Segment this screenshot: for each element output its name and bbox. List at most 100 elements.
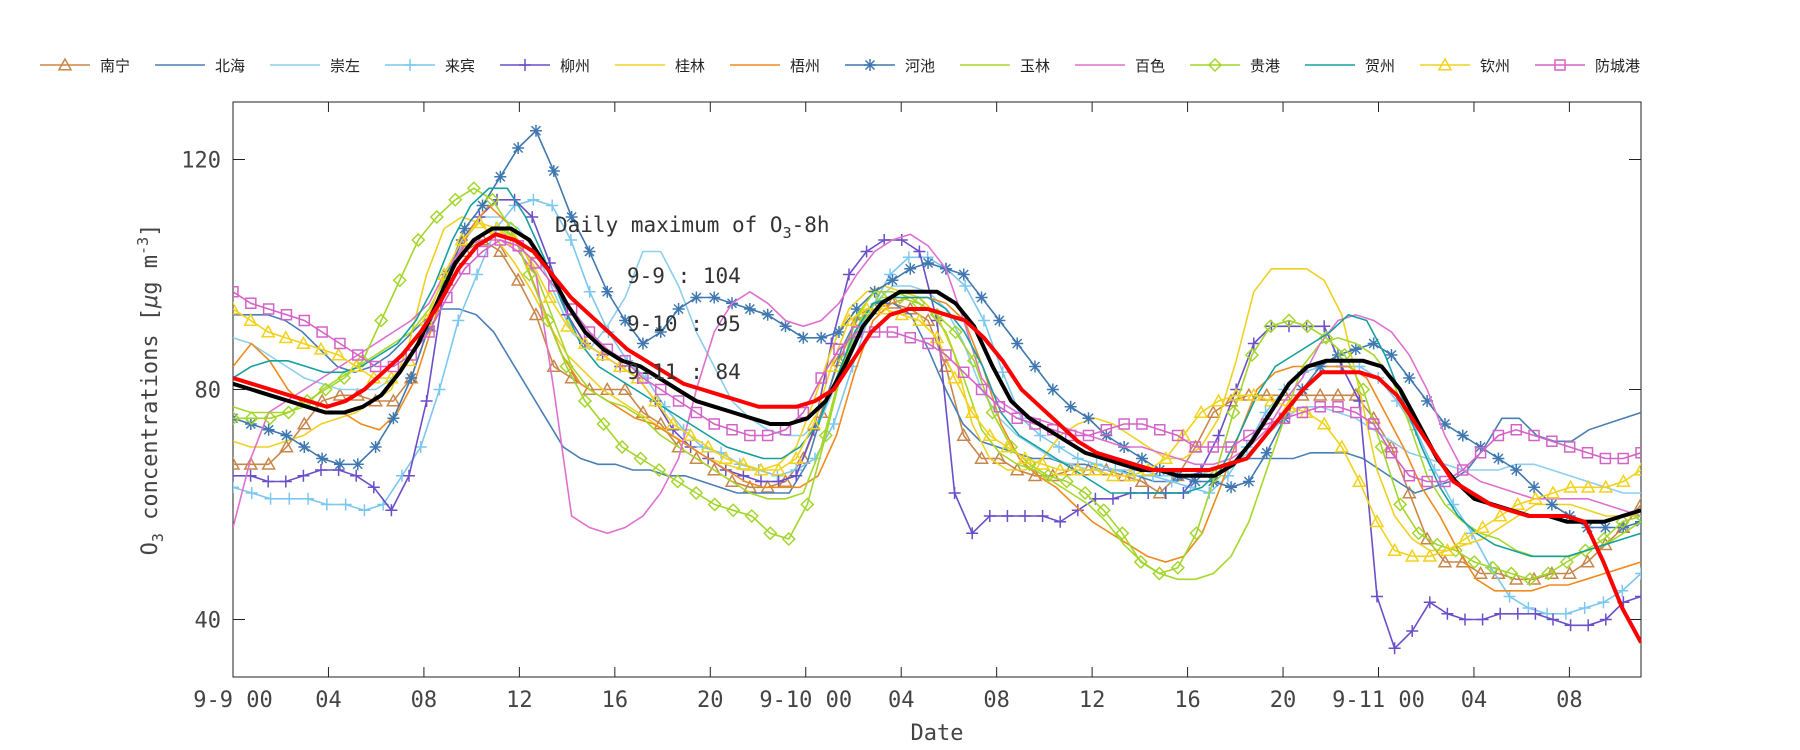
x-tick-label: 20 bbox=[697, 688, 724, 713]
series-13-marker bbox=[1457, 531, 1473, 545]
series-8-marker bbox=[886, 274, 899, 287]
series-13-marker bbox=[1228, 387, 1244, 401]
series-4-marker bbox=[677, 423, 690, 436]
series-13-marker bbox=[331, 347, 346, 361]
series-11-marker bbox=[707, 497, 722, 512]
series-14-marker bbox=[1563, 441, 1576, 453]
series-11-marker bbox=[985, 405, 1000, 420]
series-11-marker bbox=[1393, 497, 1408, 512]
series-5-marker bbox=[367, 481, 380, 494]
series-5-marker bbox=[315, 464, 327, 476]
series-14-marker bbox=[761, 429, 774, 442]
series-11-marker bbox=[614, 439, 630, 455]
series-5-marker bbox=[772, 475, 785, 488]
series-14-marker bbox=[405, 349, 417, 361]
legend-label: 钦州 bbox=[1480, 57, 1510, 75]
series-14-marker bbox=[1171, 429, 1184, 442]
series-8-marker bbox=[1367, 337, 1380, 350]
series-8-marker bbox=[565, 211, 578, 223]
series-11-marker bbox=[392, 273, 407, 288]
series-1-marker bbox=[510, 272, 526, 286]
series-13-marker bbox=[806, 416, 822, 430]
series-4-marker bbox=[977, 314, 990, 327]
series-8-marker bbox=[494, 170, 507, 183]
legend-marker bbox=[57, 57, 73, 71]
series-14-marker bbox=[1528, 429, 1540, 442]
series-13-marker bbox=[1440, 542, 1455, 557]
series-1-marker bbox=[564, 370, 579, 384]
series-1-marker bbox=[1402, 485, 1417, 499]
series-8-marker bbox=[1599, 521, 1612, 534]
series-11-marker bbox=[577, 393, 593, 409]
legend-item: 防城港 bbox=[1535, 57, 1640, 75]
series-11-marker bbox=[1633, 508, 1641, 524]
series-13-marker bbox=[876, 301, 892, 315]
legend-label: 梧州 bbox=[790, 57, 820, 75]
series-14-marker bbox=[1367, 418, 1380, 430]
series-11-marker bbox=[1467, 554, 1482, 570]
series-8-marker bbox=[316, 452, 329, 465]
series-11-marker bbox=[1541, 566, 1556, 581]
series-8-marker bbox=[1082, 412, 1095, 425]
series-14-marker bbox=[334, 337, 346, 350]
y-axis-title: O3 concentrations [μg m-3] bbox=[134, 224, 167, 556]
series-8-marker bbox=[1225, 481, 1238, 494]
series-8-marker bbox=[1403, 372, 1416, 384]
x-tick-label: 04 bbox=[1461, 688, 1488, 713]
series-5-marker bbox=[1547, 613, 1559, 626]
series-13-marker bbox=[313, 341, 329, 355]
series-11-marker bbox=[1059, 474, 1074, 489]
legend: 南宁 北海 崇左 来宾 柳州 桂林 梧州 河池 玉林 百色 贵港 贺州 钦州 防城港 bbox=[40, 57, 1640, 75]
series-14-marker bbox=[1385, 447, 1398, 459]
series-14-marker bbox=[726, 424, 738, 436]
series-8-marker bbox=[601, 285, 614, 298]
series-14-marker bbox=[1314, 401, 1326, 413]
series-1-marker bbox=[831, 353, 847, 367]
series-13-marker bbox=[243, 312, 258, 327]
series-13-marker bbox=[771, 462, 786, 476]
series-11-marker bbox=[559, 359, 574, 374]
series-8-marker bbox=[743, 303, 756, 315]
series-16 bbox=[233, 232, 1641, 644]
series-14-marker bbox=[993, 401, 1006, 413]
series-5-marker bbox=[279, 475, 292, 488]
series-8-marker bbox=[351, 458, 364, 471]
series-8-marker bbox=[1528, 481, 1541, 494]
series-13-marker bbox=[859, 301, 874, 315]
series-14-marker bbox=[298, 314, 311, 327]
series-11-marker bbox=[374, 313, 389, 328]
series-14 bbox=[233, 234, 1641, 488]
series-11-marker bbox=[485, 192, 500, 207]
y-tick-label: 80 bbox=[195, 379, 222, 404]
series-11-marker bbox=[1244, 347, 1260, 363]
x-tick-label: 12 bbox=[506, 688, 533, 713]
legend-marker bbox=[404, 59, 416, 71]
series-1-marker bbox=[1633, 496, 1641, 511]
series-1-marker bbox=[849, 312, 865, 327]
legend-label: 玉林 bbox=[1020, 57, 1050, 75]
legend-label: 河池 bbox=[905, 57, 935, 75]
series-14-marker bbox=[1421, 475, 1433, 488]
series-8-marker bbox=[1314, 360, 1327, 373]
series-11-marker bbox=[1411, 526, 1426, 541]
legend-label: 防城港 bbox=[1595, 57, 1640, 75]
series-4-marker bbox=[527, 193, 540, 206]
series-11-marker bbox=[726, 503, 741, 518]
series-5-marker bbox=[403, 469, 415, 482]
series-13-marker bbox=[560, 318, 575, 332]
series-11-marker bbox=[1559, 554, 1574, 570]
series-11-marker bbox=[596, 416, 611, 432]
axis-ticks bbox=[232, 102, 1641, 677]
annotation-title: Daily maximum of O3-8h bbox=[555, 213, 830, 242]
series-1-marker bbox=[992, 450, 1007, 465]
series-13-marker bbox=[577, 335, 593, 350]
series-4-marker bbox=[1503, 590, 1516, 603]
series-1-marker bbox=[689, 450, 704, 465]
series-4-marker bbox=[1616, 584, 1629, 597]
series-13-marker bbox=[1123, 468, 1138, 482]
series-5-marker bbox=[1511, 607, 1524, 620]
series-13-marker bbox=[947, 370, 962, 384]
series-8-marker bbox=[1510, 464, 1523, 476]
series-13-marker bbox=[1316, 416, 1332, 430]
